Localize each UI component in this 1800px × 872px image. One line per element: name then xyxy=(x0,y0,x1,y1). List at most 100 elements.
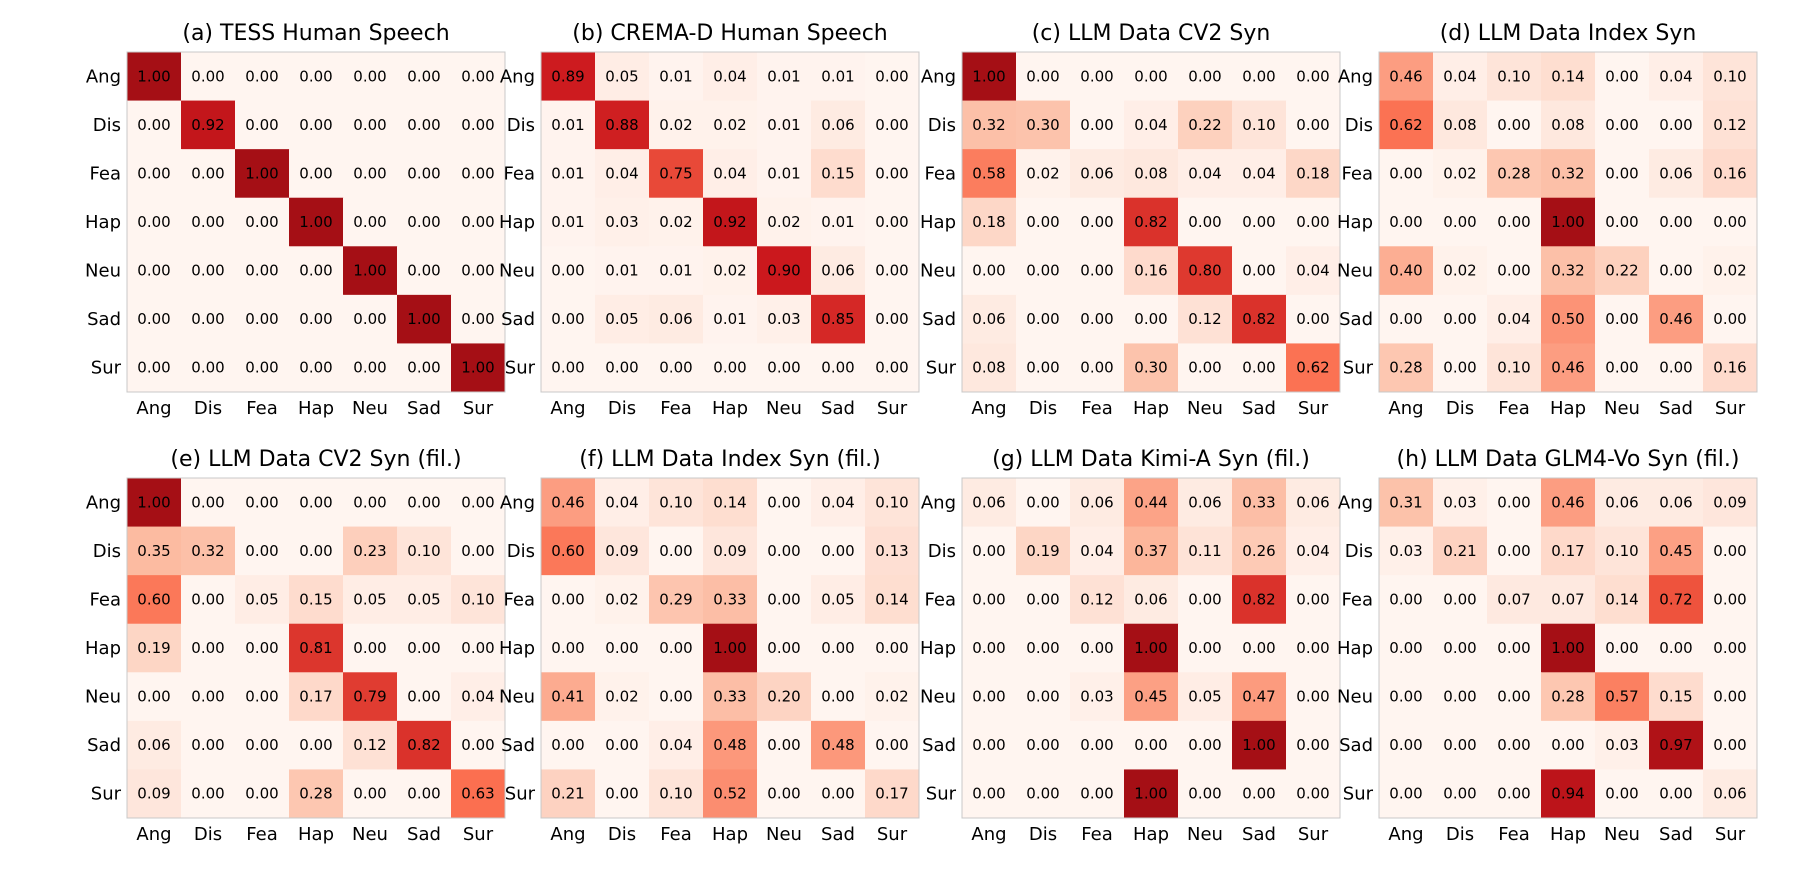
cell-value-label: 0.00 xyxy=(407,688,440,706)
heatmap-cell xyxy=(865,52,920,102)
cell-value-label: 0.01 xyxy=(713,310,746,328)
heatmap-cell xyxy=(1070,197,1125,247)
cell-value-label: 0.00 xyxy=(713,359,746,377)
cell-value-label: 0.04 xyxy=(1188,164,1221,182)
cell-value-label: 0.00 xyxy=(1134,67,1167,85)
cell-value-label: 0.60 xyxy=(551,542,584,560)
heatmap-cell xyxy=(1433,52,1488,102)
heatmap-cell xyxy=(397,575,452,625)
y-tick-label: Sur xyxy=(91,784,122,805)
heatmap-cell xyxy=(649,672,704,722)
cell-value-label: 0.29 xyxy=(659,590,692,608)
cell-value-label: 0.00 xyxy=(605,359,638,377)
heatmap-cell xyxy=(1124,575,1179,625)
cell-value-label: 0.72 xyxy=(1659,590,1692,608)
cell-value-label: 0.82 xyxy=(1134,213,1167,231)
cell-value-label: 0.00 xyxy=(821,359,854,377)
cell-value-label: 1.00 xyxy=(461,359,494,377)
heatmap-cell xyxy=(1433,294,1488,344)
heatmap-cell xyxy=(1232,149,1287,199)
cell-value-label: 0.06 xyxy=(821,262,854,280)
cell-value-label: 0.00 xyxy=(353,639,386,657)
cell-value-label: 0.00 xyxy=(1605,67,1638,85)
cell-value-label: 0.32 xyxy=(972,116,1005,134)
cell-value-label: 0.00 xyxy=(551,262,584,280)
heatmap-cell xyxy=(1286,343,1341,393)
cell-value-label: 0.00 xyxy=(245,116,278,134)
cell-value-label: 0.00 xyxy=(875,67,908,85)
heatmap-cell xyxy=(865,478,920,528)
cell-value-label: 0.00 xyxy=(1659,262,1692,280)
chart-title: (h) LLM Data GLM4-Vo Syn (fil.) xyxy=(1397,447,1740,472)
heatmap-cell xyxy=(1595,52,1650,102)
cell-value-label: 0.00 xyxy=(1389,310,1422,328)
heatmap-cell xyxy=(1286,672,1341,722)
cell-value-label: 0.00 xyxy=(1188,736,1221,754)
heatmap-cell xyxy=(703,478,758,528)
heatmap-cell xyxy=(451,478,506,528)
heatmap-cell xyxy=(343,246,398,296)
heatmap-cell xyxy=(1649,246,1704,296)
heatmap-cell xyxy=(397,52,452,102)
heatmap-cell xyxy=(1487,197,1542,247)
y-tick-label: Sur xyxy=(505,784,536,805)
y-tick-label: Ang xyxy=(86,492,121,513)
cell-value-label: 0.09 xyxy=(137,785,170,803)
heatmap-cell xyxy=(1286,294,1341,344)
heatmap-cell xyxy=(1541,720,1596,770)
heatmap-cell xyxy=(1379,197,1434,247)
cell-value-label: 0.04 xyxy=(713,67,746,85)
cell-value-label: 0.00 xyxy=(299,116,332,134)
heatmap-cell xyxy=(962,149,1017,199)
cell-value-label: 0.02 xyxy=(659,116,692,134)
heatmap-cell xyxy=(865,100,920,150)
heatmap-cell xyxy=(1433,575,1488,625)
cell-value-label: 0.00 xyxy=(407,262,440,280)
heatmap-cell xyxy=(1433,478,1488,528)
x-tick-label: Ang xyxy=(971,398,1006,419)
heatmap-cell xyxy=(703,149,758,199)
cell-value-label: 0.08 xyxy=(1443,116,1476,134)
heatmap-cell xyxy=(451,672,506,722)
heatmap-cell xyxy=(1070,623,1125,673)
cell-value-label: 0.10 xyxy=(1713,67,1746,85)
heatmap-cell xyxy=(1703,100,1758,150)
cell-value-label: 0.00 xyxy=(1296,213,1329,231)
cell-value-label: 0.03 xyxy=(1443,493,1476,511)
heatmap-cell xyxy=(343,720,398,770)
heatmap-cell xyxy=(1595,526,1650,576)
cell-value-label: 0.12 xyxy=(353,736,386,754)
x-tick-label: Hap xyxy=(298,824,334,845)
heatmap-cell xyxy=(1178,575,1233,625)
heatmap-cell xyxy=(649,575,704,625)
cell-value-label: 0.18 xyxy=(1296,164,1329,182)
cell-value-label: 0.00 xyxy=(659,688,692,706)
heatmap-cell xyxy=(757,478,812,528)
heatmap-cell xyxy=(811,294,866,344)
heatmap-cell xyxy=(1070,52,1125,102)
heatmap-cell xyxy=(289,246,344,296)
heatmap-cell xyxy=(1016,769,1071,819)
x-tick-label: Sad xyxy=(1242,398,1276,419)
cell-value-label: 0.00 xyxy=(353,164,386,182)
heatmap-panel: (f) LLM Data Index Syn (fil.) 0.46 0.04 0.1… xyxy=(499,447,920,845)
heatmap-cell xyxy=(235,100,290,150)
heatmap-cell xyxy=(1232,672,1287,722)
heatmap-panel: (a) TESS Human Speech 1.00 0.00 0.00 0.00 0.0… xyxy=(85,21,506,419)
heatmap-cell xyxy=(757,52,812,102)
y-tick-label: Sad xyxy=(922,309,956,330)
y-tick-label: Dis xyxy=(507,541,535,562)
cell-value-label: 0.32 xyxy=(1551,164,1584,182)
cell-value-label: 0.00 xyxy=(461,67,494,85)
heatmap-cell xyxy=(451,100,506,150)
cell-value-label: 0.00 xyxy=(407,359,440,377)
heatmap-cell xyxy=(757,149,812,199)
cell-value-label: 0.47 xyxy=(1242,688,1275,706)
cell-value-label: 0.00 xyxy=(1605,785,1638,803)
cell-value-label: 0.89 xyxy=(551,67,584,85)
cell-value-label: 0.00 xyxy=(1080,262,1113,280)
x-tick-label: Dis xyxy=(1029,824,1057,845)
heatmap-cell xyxy=(1178,197,1233,247)
cell-value-label: 0.00 xyxy=(191,688,224,706)
cell-value-label: 0.10 xyxy=(1242,116,1275,134)
